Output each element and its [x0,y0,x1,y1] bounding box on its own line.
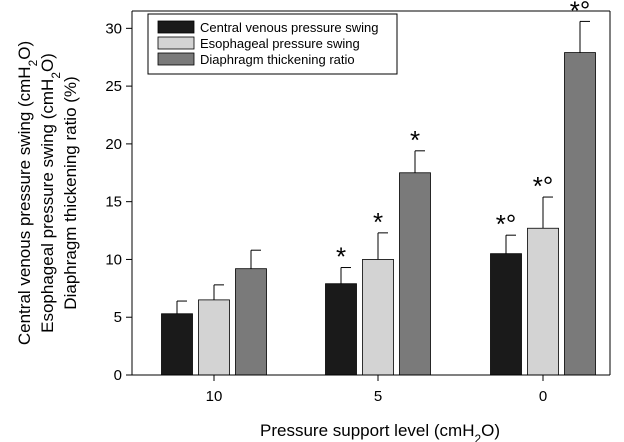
y-tick-label: 15 [105,194,122,211]
x-axis-title: Pressure support level (cmH2O) [260,421,500,442]
significance-label: * [336,242,346,272]
y-tick-label: 5 [114,309,122,326]
bar [490,253,522,376]
y-axis-title: Diaphragm thickening ratio (%) [61,76,80,309]
significance-label: *° [496,209,517,239]
legend-label: Central venous pressure swing [200,20,378,35]
y-tick-label: 30 [105,20,122,37]
significance-label: *° [570,0,591,25]
bar [527,227,559,376]
y-tick-label: 0 [114,367,122,384]
y-tick-label: 10 [105,251,122,268]
bar [325,283,357,376]
legend-swatch [157,36,195,50]
legend-label: Esophageal pressure swing [200,36,360,51]
legend-swatch [157,52,195,66]
x-tick-label: 10 [206,388,223,405]
bar [161,313,193,376]
y-axis-title: Esophageal pressure swing (cmH2O) [38,53,63,333]
bar [235,268,267,376]
axes: 0 5 10 15 20 25 30 10 5 0 Pressure support level (… [15,10,611,442]
bar [198,299,230,376]
legend-swatch [157,20,195,34]
significance-label: *° [533,171,554,201]
x-tick-label: 0 [539,388,547,405]
y-tick-label: 20 [105,136,122,153]
bar [362,259,394,376]
significance-label: * [373,207,383,237]
bar [399,172,431,376]
legend-label: Diaphragm thickening ratio [200,52,355,67]
y-tick-label: 25 [105,78,122,95]
plot-area: * *° * *° * *° [161,0,596,376]
legend: Central venous pressure swingEsophageal … [147,13,398,75]
y-axis-title: Central venous pressure swing (cmH2O) [15,41,40,345]
x-tick-label: 5 [374,388,382,405]
significance-label: * [410,125,420,155]
bar [564,52,596,376]
